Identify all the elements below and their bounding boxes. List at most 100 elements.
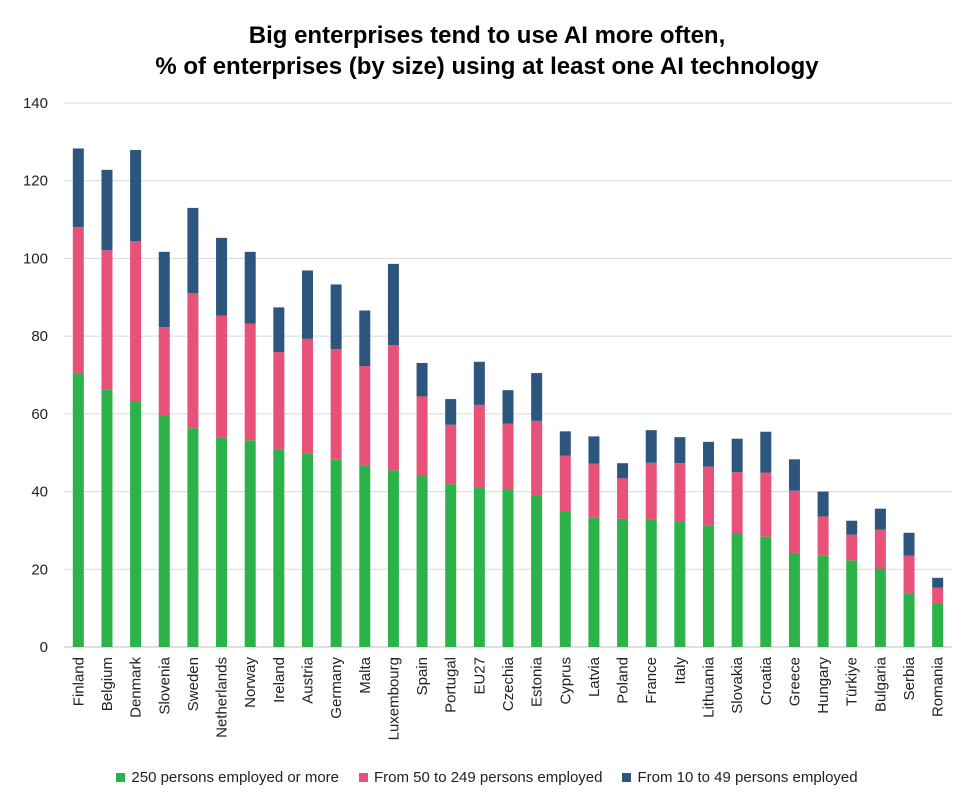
x-tick-label: Luxembourg [385,657,402,740]
bar-segment [903,532,915,556]
bar-segment [760,536,772,647]
bar-segment [216,237,228,316]
bar-segment [588,517,600,647]
bar-segment [617,478,629,519]
bar-segment [760,472,772,537]
bar-segment [502,423,514,491]
x-tick-label: Denmark [128,657,145,718]
bar-segment [330,459,342,647]
bar-segment [244,323,256,441]
bar-segment [158,327,170,416]
legend-label: From 10 to 49 persons employed [637,768,858,786]
bar-segment [273,449,285,647]
bar-segment [731,438,743,473]
y-axis-tick-labels: 0 20 40 60 80 100 120 140 [23,95,48,656]
bar-segment [416,362,428,397]
bar-segment [473,361,485,405]
legend-swatch [622,772,632,782]
legend-label: From 50 to 249 persons employed [374,768,603,786]
bar-segment [874,529,886,569]
x-tick-label: Lithuania [701,656,718,718]
bars [72,148,944,647]
bar-segment [531,373,543,421]
bar-segment [645,519,657,647]
bar-segment [445,399,457,425]
bar-segment [416,476,428,647]
bar-segment [588,436,600,464]
bar-segment [101,389,113,647]
bar-segment [674,521,686,647]
x-tick-label: Slovakia [729,656,746,713]
bar-segment [359,310,371,367]
bar-segment [846,520,858,535]
x-tick-label: Latvia [586,656,603,697]
bar-segment [301,453,313,647]
bar-segment [674,437,686,464]
bar-segment [187,428,199,647]
bar-segment [559,431,571,456]
bar-segment [301,338,313,454]
bar-segment [101,250,113,390]
bar-segment [158,251,170,328]
bar-segment [617,463,629,479]
bar-segment [387,345,399,471]
bar-segment [158,415,170,647]
x-tick-label: Poland [615,657,632,704]
chart-subtitle-line: % of enterprises (by size) using at leas… [155,53,819,80]
bar-segment [130,401,142,647]
y-tick-label: 120 [23,173,48,190]
bar-segment [445,484,457,647]
legend: 250 persons employed or more From 50 to 2… [0,766,974,788]
bar-segment [617,518,629,647]
x-tick-label: EU27 [471,657,488,695]
x-tick-label: Croatia [758,656,775,705]
bar-segment [445,424,457,485]
bar-segment [187,207,199,294]
bar-segment [903,593,915,647]
bar-segment [817,555,829,647]
bar-segment [703,466,715,526]
bar-segment [846,534,858,561]
x-tick-label: Serbia [901,656,918,700]
bar-segment [473,404,485,487]
bar-segment [788,490,800,553]
bar-segment [502,390,514,424]
bar-segment [531,420,543,496]
bar-segment [817,491,829,517]
legend-swatch [359,772,369,782]
y-tick-label: 20 [31,561,48,578]
legend-item: From 10 to 49 persons employed [622,768,858,786]
bar-segment [473,486,485,647]
bar-segment [932,577,944,588]
x-tick-label: Belgium [99,657,116,711]
bar-segment [72,373,84,647]
y-tick-label: 0 [40,639,48,656]
x-axis-tick-labels: Finland Belgium Denmark Slovenia Sweden Nethe… [70,656,946,740]
bar-segment [416,396,428,477]
bar-segment [588,463,600,518]
y-tick-label: 140 [23,95,48,112]
bar-segment [903,555,915,594]
x-tick-label: Sweden [185,657,202,711]
bar-segment [273,307,285,353]
bar-segment [359,366,371,466]
chart-title-line: Big enterprises tend to use AI more ofte… [248,22,726,49]
bar-segment [674,463,686,522]
bar-segment [130,150,142,242]
bar-segment [187,293,199,429]
bar-segment [703,441,715,467]
x-tick-label: Ireland [271,657,288,703]
bar-segment [359,465,371,647]
bar-segment [559,455,571,511]
x-tick-label: Romania [930,656,947,717]
x-tick-label: Greece [786,657,803,706]
bar-segment [760,431,772,473]
x-tick-label: Slovenia [156,656,173,714]
x-tick-label: Hungary [815,657,832,714]
bar-segment [703,525,715,647]
legend-item: 250 persons employed or more [116,769,339,786]
bar-segment [817,516,829,556]
bar-segment [72,226,84,374]
legend-item: From 50 to 249 persons employed [359,769,602,786]
